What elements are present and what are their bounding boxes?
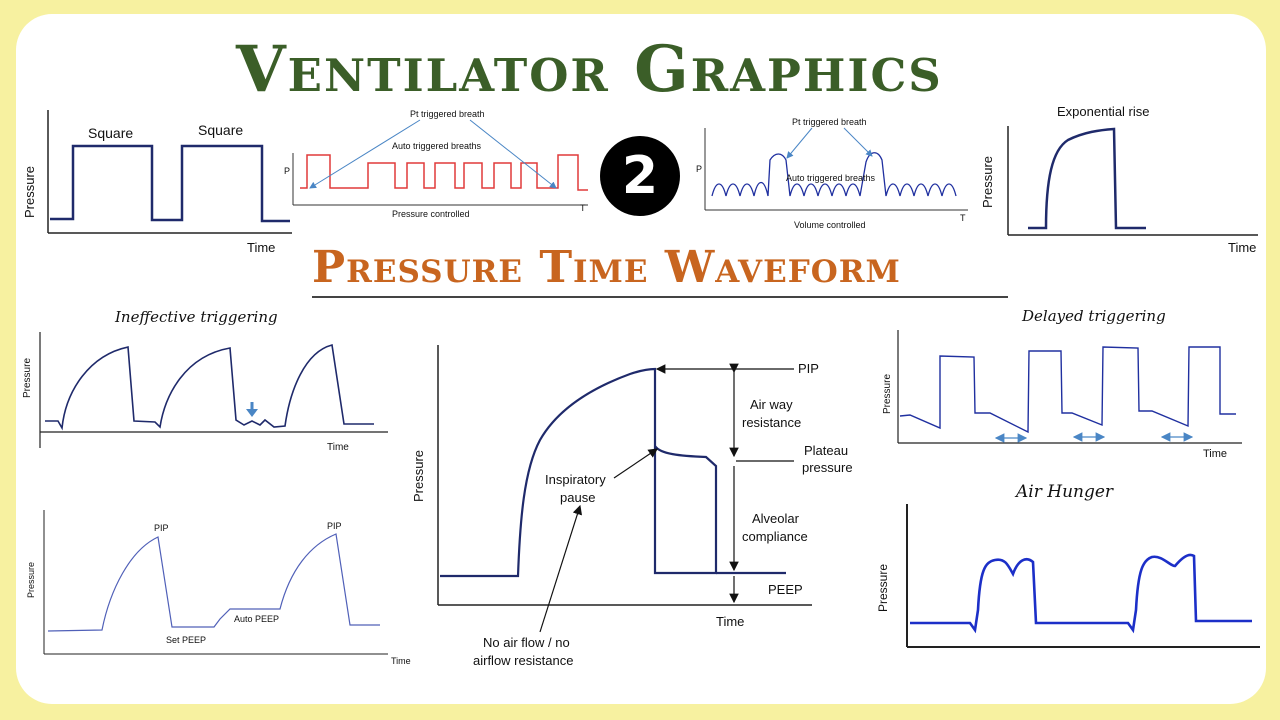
volume-controlled-panel: Pt triggered breath Auto triggered breat… bbox=[696, 117, 968, 230]
air-hunger-waveform bbox=[910, 553, 1252, 634]
central-waveform-panel: PIP Air way resistance Plateau pressure … bbox=[411, 345, 853, 668]
central-pressure-label: Pressure bbox=[411, 450, 426, 502]
exponential-rise-label: Exponential rise bbox=[1057, 104, 1150, 119]
central-time-label: Time bbox=[716, 614, 744, 629]
ineffective-triggering-title: Ineffective triggering bbox=[114, 308, 278, 326]
missed-trigger-arrow-head bbox=[246, 409, 258, 417]
delayed-pressure-label: Pressure bbox=[882, 374, 893, 414]
subtitle-underline bbox=[312, 296, 1008, 298]
number-badge: 2 bbox=[600, 136, 680, 216]
annotated-waveform bbox=[440, 367, 718, 578]
central-pip-label: PIP bbox=[798, 361, 819, 376]
alveolar-label-2: compliance bbox=[742, 529, 808, 544]
vc-p-axis-label: P bbox=[696, 164, 702, 174]
square-label-2: Square bbox=[198, 122, 243, 138]
time-axis-label: Time bbox=[247, 240, 275, 255]
alveolar-label-1: Alveolar bbox=[752, 511, 800, 526]
subtitle: Pressure Time Waveform bbox=[312, 242, 901, 293]
autopeep-time-label: Time bbox=[391, 656, 411, 666]
pt-triggered-label: Pt triggered breath bbox=[410, 109, 485, 119]
air-hunger-title: Air Hunger bbox=[1014, 482, 1114, 502]
plateau-label-1: Plateau bbox=[804, 443, 848, 458]
set-peep-label: Set PEEP bbox=[166, 635, 206, 645]
vc-pt-triggered-label: Pt triggered breath bbox=[792, 117, 867, 127]
air-hunger-panel: Air Hunger Pressure bbox=[876, 482, 1260, 648]
vc-auto-triggered-label: Auto triggered breaths bbox=[786, 173, 876, 183]
no-airflow-label-1: No air flow / no bbox=[483, 635, 570, 650]
pt-trigger-arrow-left bbox=[309, 119, 421, 189]
exp-time-label: Time bbox=[1228, 240, 1256, 255]
pip-label-2: PIP bbox=[327, 521, 342, 531]
delayed-waveform bbox=[899, 346, 1236, 434]
p-axis-label: P bbox=[284, 166, 290, 176]
square-wave-panel: Square Square Pressure Time bbox=[22, 110, 292, 255]
pressure-axis-label: Pressure bbox=[22, 166, 37, 218]
ineff-time-label: Time bbox=[327, 442, 349, 453]
delayed-triggering-title: Delayed triggering bbox=[1021, 307, 1166, 325]
inspiratory-label-1: Inspiratory bbox=[545, 472, 606, 487]
delayed-triggering-panel: Delayed triggering Pressure Time bbox=[882, 307, 1242, 460]
pressure-controlled-waveform bbox=[300, 154, 588, 191]
exp-pressure-label: Pressure bbox=[980, 156, 995, 208]
autopeep-pressure-label: Pressure bbox=[26, 562, 36, 598]
inspiratory-label-2: pause bbox=[560, 490, 595, 505]
volume-controlled-label: Volume controlled bbox=[794, 220, 866, 230]
plateau-label-2: pressure bbox=[802, 460, 853, 475]
no-airflow-pointer bbox=[539, 504, 583, 633]
t-axis-label: T bbox=[580, 203, 586, 213]
pip-label-1: PIP bbox=[154, 523, 169, 533]
ineffective-waveform bbox=[45, 344, 374, 431]
pt-trigger-arrow-right bbox=[469, 119, 557, 189]
airway-label-1: Air way bbox=[750, 397, 793, 412]
volume-controlled-waveform bbox=[711, 152, 957, 197]
peep-label: PEEP bbox=[768, 582, 803, 597]
auto-triggered-label: Auto triggered breaths bbox=[392, 141, 482, 151]
airway-label-2: resistance bbox=[742, 415, 801, 430]
ineffective-triggering-panel: Ineffective triggering Pressure Time bbox=[22, 308, 388, 453]
pressure-controlled-panel: Pt triggered breath Auto triggered breat… bbox=[284, 109, 588, 219]
content-card bbox=[16, 14, 1266, 704]
auto-peep-label: Auto PEEP bbox=[234, 614, 279, 624]
auto-peep-panel: PIP PIP Set PEEP Auto PEEP Pressure Time bbox=[26, 510, 411, 666]
pressure-controlled-label: Pressure controlled bbox=[392, 209, 470, 219]
exponential-rise-panel: Exponential rise Pressure Time bbox=[980, 104, 1258, 255]
vc-trigger-arrow-right bbox=[843, 127, 873, 157]
airhunger-pressure-label: Pressure bbox=[876, 564, 890, 612]
square-label-1: Square bbox=[88, 125, 133, 141]
ineff-pressure-label: Pressure bbox=[22, 358, 33, 398]
no-airflow-label-2: airflow resistance bbox=[473, 653, 573, 668]
vc-trigger-arrow-left bbox=[786, 127, 813, 159]
square-waveform bbox=[50, 144, 290, 223]
inspiratory-pause-pointer bbox=[613, 448, 658, 479]
delayed-time-label: Time bbox=[1203, 448, 1227, 460]
main-title: Ventilator Graphics bbox=[236, 32, 943, 107]
auto-peep-waveform bbox=[47, 533, 380, 632]
vc-t-axis-label: T bbox=[960, 213, 966, 223]
exponential-waveform bbox=[1028, 127, 1146, 230]
